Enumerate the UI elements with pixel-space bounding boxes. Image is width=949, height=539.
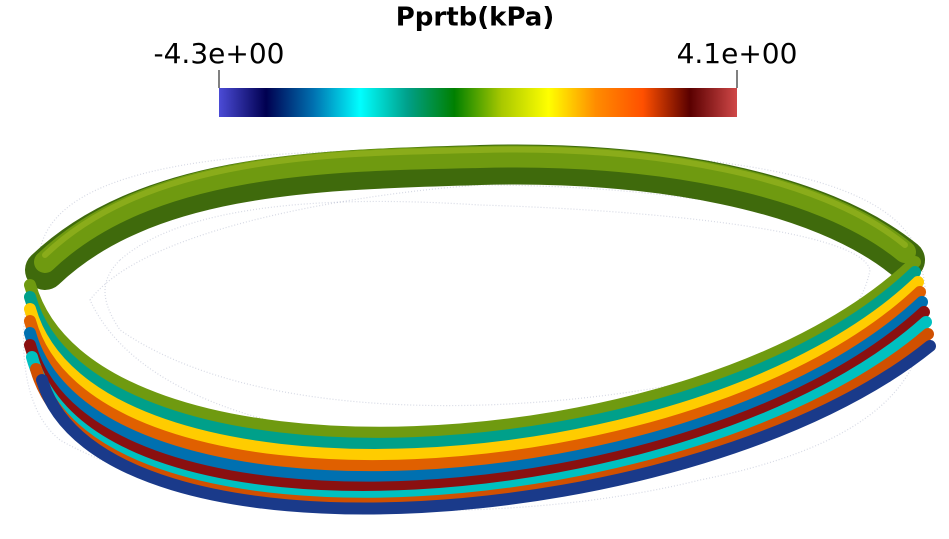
- colorbar-title: Pprtb(kPa): [396, 3, 555, 33]
- colorbar-min-label: -4.3e+00: [154, 37, 285, 70]
- colorbar: [219, 88, 737, 117]
- band-back-face: [34, 145, 916, 273]
- band-back-highlight: [42, 146, 908, 258]
- band-stripe: [36, 340, 936, 515]
- band-stripe: [24, 276, 924, 461]
- band-stripe: [24, 286, 926, 473]
- front-band: [24, 256, 936, 515]
- band-stripe: [24, 306, 930, 494]
- band-stripe: [24, 256, 921, 439]
- band-stripe: [24, 296, 928, 484]
- colorbar-max-label: 4.1e+00: [677, 37, 798, 70]
- back-band: [25, 144, 925, 290]
- band-stripe: [24, 266, 921, 450]
